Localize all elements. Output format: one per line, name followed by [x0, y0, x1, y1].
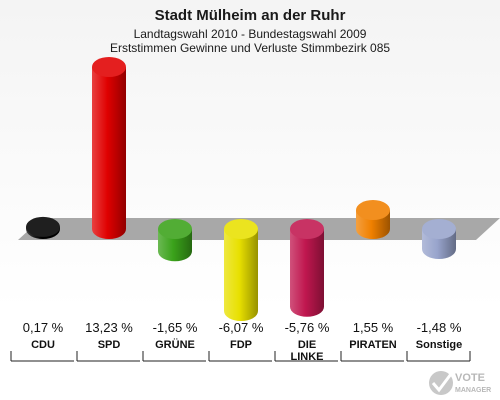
chart-title: Stadt Mülheim an der Ruhr [155, 7, 346, 24]
category-label-fdp: FDP [230, 339, 252, 351]
bar-bottom-cap-grüne [158, 241, 192, 262]
bar-fdp [224, 219, 258, 321]
bar-grüne [158, 219, 192, 262]
bar-top-cap-spd [92, 57, 126, 77]
chart-subtitle-2: Erststimmen Gewinne und Verluste Stimmbe… [110, 41, 390, 55]
bar-top-cap-sonstige [422, 219, 456, 239]
bar-body-die-linke [290, 229, 324, 307]
logo-manager-text: MANAGER [455, 387, 491, 394]
category-label-cdu: CDU [31, 339, 55, 351]
bar-body-spd [92, 67, 126, 229]
bar-piraten [356, 200, 390, 239]
bar-bottom-cap-spd [92, 219, 126, 239]
bar-top-cap-piraten [356, 200, 390, 221]
bar-bottom-cap-sonstige [422, 238, 456, 259]
value-label-sonstige: -1,48 % [417, 320, 462, 335]
bar-cdu [26, 216, 60, 239]
bar-die-linke [290, 219, 324, 317]
logo-vote-text: VOTE [455, 372, 485, 384]
category-label-die-linke-2: LINKE [291, 351, 324, 363]
category-label-sonstige: Sonstige [416, 339, 462, 351]
value-label-piraten: 1,55 % [353, 320, 394, 335]
bar-top-cap-cdu [26, 216, 60, 237]
value-label-fdp: -6,07 % [219, 320, 264, 335]
bar-top-cap-grüne [158, 219, 192, 239]
category-label-piraten: PIRATEN [349, 339, 397, 351]
bar-top-cap-fdp [224, 219, 258, 239]
bar-bottom-cap-die-linke [290, 296, 324, 317]
value-label-cdu: 0,17 % [23, 320, 64, 335]
chart-subtitle-1: Landtagswahl 2010 - Bundestagswahl 2009 [134, 27, 367, 41]
vote-manager-logo: VOTE MANAGER [429, 371, 491, 395]
category-label-die-linke-1: DIE [298, 339, 316, 351]
category-label-spd: SPD [98, 339, 121, 351]
category-label-grüne: GRÜNE [155, 338, 195, 351]
ballot-check-icon [429, 371, 453, 395]
bar-body-fdp [224, 229, 258, 311]
bar-top-cap-die-linke [290, 219, 324, 239]
value-label-grüne: -1,65 % [153, 320, 198, 335]
category-axis [10, 351, 471, 362]
bar-bottom-cap-fdp [224, 301, 258, 321]
value-label-die-linke: -5,76 % [285, 320, 330, 335]
bar-bottom-cap-piraten [356, 219, 390, 239]
bar-sonstige [422, 219, 456, 259]
bars [26, 57, 456, 321]
labels: 0,17 % CDU 13,23 % SPD -1,65 % GRÜNE -6,07 % FD… [23, 320, 462, 363]
value-label-spd: 13,23 % [85, 320, 133, 335]
bar-spd [92, 57, 126, 239]
